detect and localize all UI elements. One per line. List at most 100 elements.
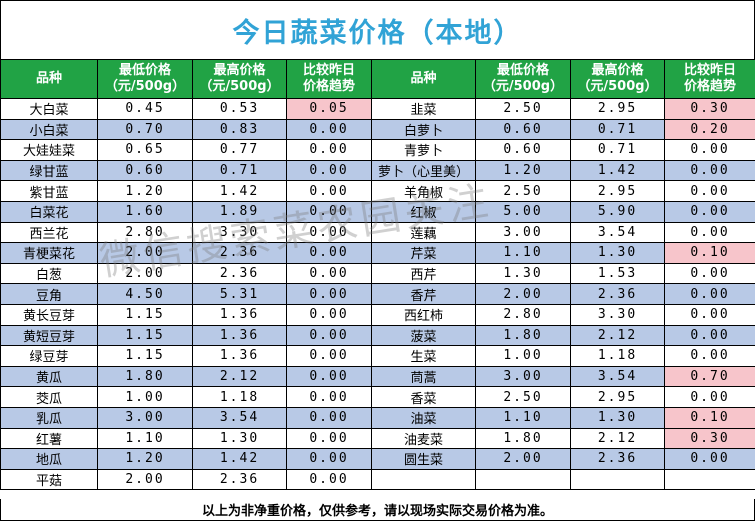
price-table: 品种 最低价格 （元/500g） 最高价格 （元/500g） 比较昨日 价格趋势 品种… [0,59,755,491]
right-max-price-cell: 2.36 [570,283,665,305]
left-min-price-cell: 2.80 [97,221,193,244]
table-row: 白菜花 1.60 1.89 0.00 红椒 5.00 5.90 0.00 [0,200,755,223]
right-max-price-cell: 1.18 [570,345,665,367]
left-min-price-cell: 0.60 [97,159,193,182]
left-min-price-cell: 1.20 [97,180,193,202]
right-trend-cell: 0.00 [664,345,755,367]
right-min-price-cell: 2.50 [475,386,571,408]
right-trend-cell: 0.00 [664,324,755,347]
right-max-price-cell: 3.54 [570,221,665,244]
right-empty-cell [570,468,665,491]
left-max-price-cell: 0.83 [192,118,287,141]
left-variety-cell: 乳瓜 [0,406,98,429]
table-row: 青梗菜花 2.00 2.36 0.00 芹菜 1.10 1.30 0.10 [0,242,755,264]
right-trend-cell: 0.00 [664,303,755,326]
right-min-price-cell: 0.60 [475,118,571,141]
left-max-price-cell: 5.31 [192,283,287,305]
right-trend-cell: 0.30 [664,427,755,450]
right-variety-cell: 白萝卜 [371,118,476,141]
right-variety-cell: 茼蒿 [371,365,476,388]
right-variety-cell: 青萝卜 [371,139,476,161]
left-trend-cell: 0.00 [286,345,372,367]
left-variety-cell: 白葱 [0,262,98,285]
table-row: 乳瓜 3.00 3.54 0.00 油菜 1.10 1.30 0.10 [0,406,755,429]
table-row: 豆角 4.50 5.31 0.00 香芹 2.00 2.36 0.00 [0,283,755,305]
right-max-price-cell: 0.71 [570,118,665,141]
right-min-price-cell: 2.00 [475,283,571,305]
left-trend-cell: 0.00 [286,221,372,244]
right-trend-cell: 0.00 [664,262,755,285]
table-row: 茭瓜 1.00 1.18 0.00 香菜 2.50 2.95 0.00 [0,386,755,408]
left-variety-cell: 黄短豆芽 [0,324,98,347]
right-variety-cell: 萝卜（心里美） [371,159,476,182]
header-trend-right: 比较昨日 价格趋势 [664,59,755,99]
left-trend-cell: 0.00 [286,159,372,182]
right-max-price-cell: 1.53 [570,262,665,285]
right-min-price-cell: 1.30 [475,262,571,285]
left-max-price-cell: 0.77 [192,139,287,161]
left-variety-cell: 绿甘蓝 [0,159,98,182]
left-variety-cell: 绿豆芽 [0,345,98,367]
right-min-price-cell: 2.80 [475,303,571,326]
table-row: 平菇 2.00 2.36 0.00 [0,468,755,491]
left-min-price-cell: 1.00 [97,386,193,408]
right-max-price-cell: 2.12 [570,324,665,347]
table-row: 大白菜 0.45 0.53 0.05 韭菜 2.50 2.95 0.30 [0,98,755,120]
table-header-row: 品种 最低价格 （元/500g） 最高价格 （元/500g） 比较昨日 价格趋势 品种… [0,59,755,99]
left-variety-cell: 豆角 [0,283,98,305]
right-min-price-cell: 2.50 [475,180,571,202]
right-min-price-cell: 1.20 [475,159,571,182]
right-variety-cell: 油麦菜 [371,427,476,450]
left-trend-cell: 0.00 [286,365,372,388]
left-trend-cell: 0.00 [286,448,372,470]
left-variety-cell: 白菜花 [0,200,98,223]
table-row: 黄短豆芽 1.15 1.36 0.00 菠菜 1.80 2.12 0.00 [0,324,755,347]
footer-note: 以上为非净重价格，仅供参考，请以现场实际交易价格为准。 [0,499,755,521]
right-min-price-cell: 2.00 [475,448,571,470]
left-max-price-cell: 1.36 [192,345,287,367]
right-trend-cell: 0.00 [664,448,755,470]
right-variety-cell: 香芹 [371,283,476,305]
right-max-price-cell: 3.30 [570,303,665,326]
right-variety-cell: 油菜 [371,406,476,429]
right-variety-cell: 西红柿 [371,303,476,326]
left-min-price-cell: 1.15 [97,303,193,326]
left-trend-cell: 0.00 [286,406,372,429]
right-empty-cell [371,468,476,491]
left-min-price-cell: 2.00 [97,468,193,491]
left-trend-cell: 0.00 [286,386,372,408]
left-trend-cell: 0.00 [286,427,372,450]
right-variety-cell: 莲藕 [371,221,476,244]
left-max-price-cell: 1.18 [192,386,287,408]
left-variety-cell: 黄长豆芽 [0,303,98,326]
right-trend-cell: 0.00 [664,283,755,305]
left-trend-cell: 0.00 [286,139,372,161]
left-min-price-cell: 1.80 [97,365,193,388]
left-trend-cell: 0.00 [286,118,372,141]
left-min-price-cell: 2.00 [97,242,193,264]
right-max-price-cell: 5.90 [570,200,665,223]
right-min-price-cell: 2.50 [475,98,571,120]
right-min-price-cell: 1.00 [475,345,571,367]
left-trend-cell: 0.00 [286,283,372,305]
left-trend-cell: 0.00 [286,303,372,326]
left-min-price-cell: 1.20 [97,448,193,470]
left-max-price-cell: 2.36 [192,242,287,264]
right-trend-cell: 0.00 [664,139,755,161]
right-min-price-cell: 1.80 [475,427,571,450]
right-max-price-cell: 1.30 [570,406,665,429]
table-row: 西兰花 2.80 3.30 0.00 莲藕 3.00 3.54 0.00 [0,221,755,244]
left-max-price-cell: 3.30 [192,221,287,244]
right-min-price-cell: 5.00 [475,200,571,223]
right-min-price-cell: 1.10 [475,242,571,264]
right-empty-cell [475,468,571,491]
right-max-price-cell: 2.36 [570,448,665,470]
left-variety-cell: 平菇 [0,468,98,491]
left-variety-cell: 紫甘蓝 [0,180,98,202]
left-max-price-cell: 1.30 [192,427,287,450]
right-variety-cell: 西芹 [371,262,476,285]
left-variety-cell: 青梗菜花 [0,242,98,264]
left-variety-cell: 大白菜 [0,98,98,120]
left-max-price-cell: 3.54 [192,406,287,429]
